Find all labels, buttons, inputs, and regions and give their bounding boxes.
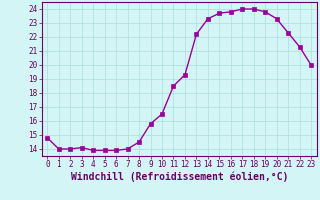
X-axis label: Windchill (Refroidissement éolien,°C): Windchill (Refroidissement éolien,°C) [70, 172, 288, 182]
